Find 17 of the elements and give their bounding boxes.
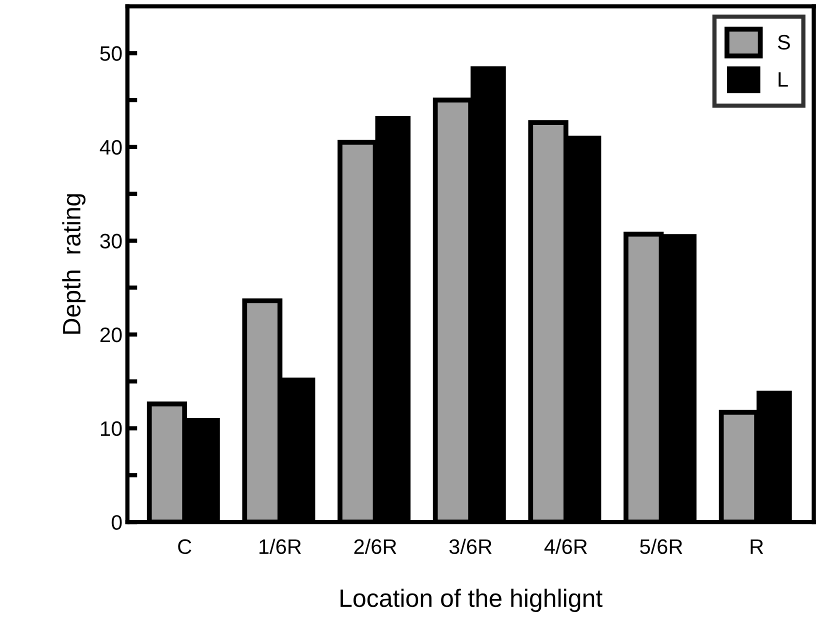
legend-label: L: [778, 72, 788, 87]
x-tick-label: 5/6R: [640, 538, 682, 554]
x-tick-label: 2/6R: [354, 538, 396, 554]
legend-label: S: [778, 34, 790, 50]
x-tick-label: 1/6R: [260, 538, 301, 554]
x-tick-label: R: [750, 540, 764, 554]
y-tick-label: 40: [100, 140, 122, 155]
x-tick-label: 4/6R: [544, 538, 587, 554]
y-tick-label: 0: [112, 515, 122, 530]
x-tick-label: C: [178, 539, 192, 554]
y-tick-label: 50: [100, 46, 122, 61]
x-tick-label: 3/6R: [449, 538, 492, 554]
x-axis-title: Location of the highlignt: [340, 588, 602, 612]
y-tick-label: 20: [100, 328, 122, 342]
y-tick-label: 30: [100, 234, 122, 248]
y-axis-title: Depth rating: [62, 194, 86, 334]
y-tick-label: 10: [100, 421, 122, 436]
